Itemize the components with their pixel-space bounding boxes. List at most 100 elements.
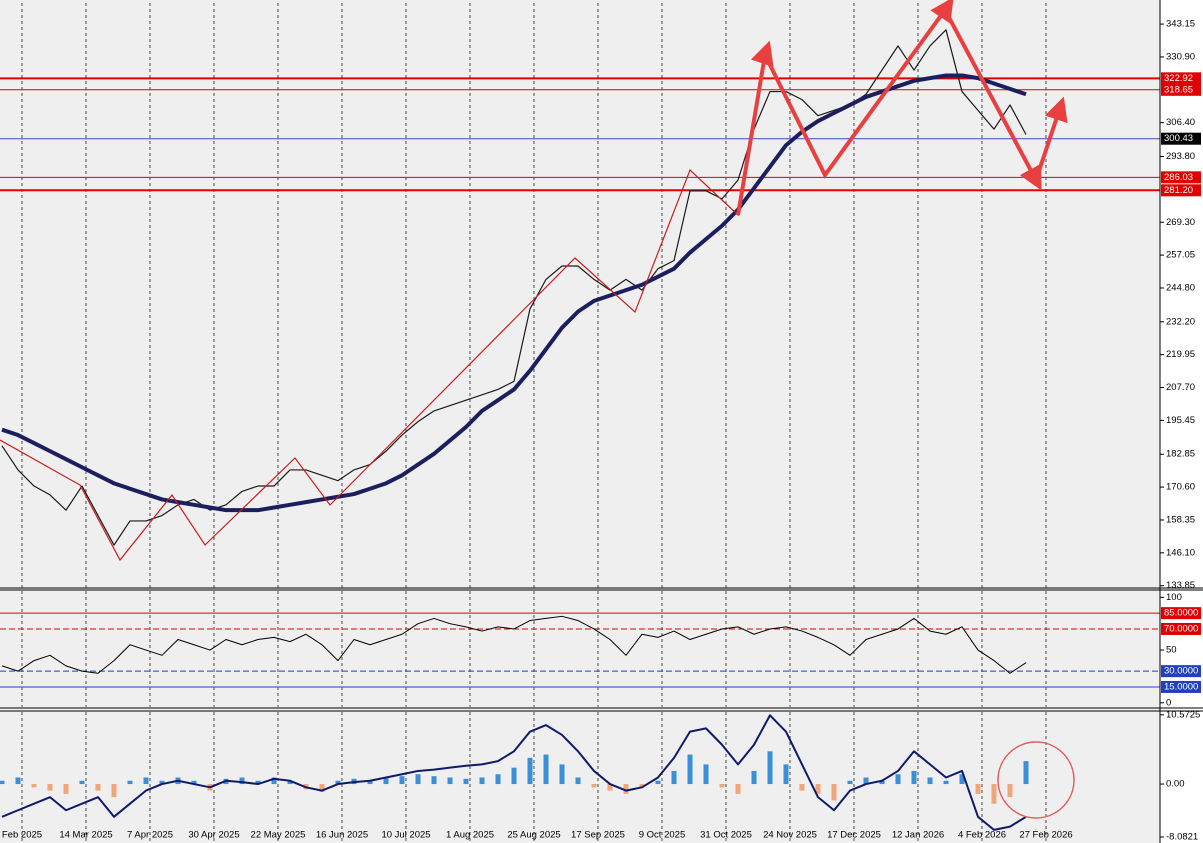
arrow-head bbox=[930, 0, 954, 24]
histogram-bar bbox=[31, 784, 37, 788]
histogram-bar bbox=[975, 784, 981, 794]
histogram-bar bbox=[47, 784, 53, 791]
level-label-box bbox=[1161, 622, 1201, 635]
histogram-bar bbox=[575, 777, 581, 785]
histogram-bar bbox=[1007, 784, 1013, 798]
x-tick-label: 31 Oct 2025 bbox=[700, 830, 752, 841]
x-tick-label: 22 May 2025 bbox=[251, 830, 306, 841]
histogram-bar bbox=[383, 777, 389, 785]
histogram-bar bbox=[239, 777, 245, 785]
y-tick-label: 100 bbox=[1166, 592, 1182, 603]
histogram-bar bbox=[991, 784, 997, 804]
level-label: 15.0000 bbox=[1164, 681, 1198, 692]
level-label-box bbox=[1161, 607, 1201, 620]
histogram-bar bbox=[159, 780, 165, 785]
x-tick-label: Feb 2025 bbox=[2, 830, 42, 841]
histogram-bar bbox=[879, 780, 885, 785]
histogram-bar bbox=[607, 784, 613, 791]
x-tick-label: 25 Aug 2025 bbox=[507, 830, 560, 841]
histogram-bar bbox=[79, 780, 85, 785]
histogram-bar bbox=[367, 780, 373, 785]
level-label: 70.0000 bbox=[1164, 623, 1198, 634]
y-tick-label: 182.85 bbox=[1166, 449, 1195, 460]
histogram-bar bbox=[511, 767, 517, 785]
histogram-bar bbox=[831, 784, 837, 801]
histogram-bar bbox=[287, 780, 293, 785]
y-tick-label: 306.40 bbox=[1166, 117, 1195, 128]
histogram-bar bbox=[783, 764, 789, 785]
level-label-box bbox=[1161, 184, 1201, 197]
y-tick-label: 257.05 bbox=[1166, 250, 1195, 261]
histogram-bar bbox=[143, 777, 149, 785]
y-tick-label: 244.80 bbox=[1166, 283, 1195, 294]
level-label: 286.03 bbox=[1164, 172, 1193, 183]
histogram-bar bbox=[767, 751, 773, 785]
level-label: 300.43 bbox=[1164, 133, 1193, 144]
x-tick-label: 30 Apr 2025 bbox=[188, 830, 239, 841]
series-line bbox=[1, 73, 1027, 513]
level-label: 281.20 bbox=[1164, 185, 1193, 196]
x-tick-label: 17 Sep 2025 bbox=[571, 830, 625, 841]
histogram-bar bbox=[399, 776, 405, 785]
y-tick-label: 50 bbox=[1166, 645, 1177, 656]
y-tick-label: 0.00 bbox=[1166, 779, 1185, 790]
y-tick-label: 133.85 bbox=[1166, 580, 1195, 591]
histogram-bar bbox=[863, 777, 869, 785]
histogram-bar bbox=[751, 770, 757, 785]
y-tick-label: 343.15 bbox=[1166, 19, 1195, 30]
y-tick-label: 10.5725 bbox=[1166, 709, 1200, 720]
histogram-bar bbox=[815, 784, 821, 794]
x-tick-label: 27 Feb 2026 bbox=[1019, 830, 1072, 841]
y-tick-label: 330.90 bbox=[1166, 51, 1195, 62]
series-line bbox=[1, 714, 1027, 831]
histogram-bar bbox=[335, 780, 341, 785]
x-tick-label: 14 Mar 2025 bbox=[59, 830, 112, 841]
x-tick-label: 17 Dec 2025 bbox=[827, 830, 881, 841]
histogram-bar bbox=[479, 777, 485, 785]
highlight-circle bbox=[997, 741, 1075, 819]
plot-background bbox=[0, 0, 1160, 843]
y-tick-label: 195.45 bbox=[1166, 415, 1195, 426]
level-label-box bbox=[1161, 132, 1201, 145]
level-label-box bbox=[1161, 665, 1201, 678]
histogram-bar bbox=[527, 757, 533, 785]
arrow-head bbox=[750, 40, 774, 68]
y-tick-label: 146.10 bbox=[1166, 547, 1195, 558]
histogram-bar bbox=[559, 764, 565, 785]
y-tick-label: 293.80 bbox=[1166, 151, 1195, 162]
x-tick-label: 10 Jul 2025 bbox=[381, 830, 430, 841]
histogram-bar bbox=[463, 778, 469, 785]
y-tick-label: 219.95 bbox=[1166, 349, 1195, 360]
histogram-bar bbox=[639, 784, 645, 788]
y-tick-label: 158.35 bbox=[1166, 514, 1195, 525]
level-label-box bbox=[1161, 83, 1201, 96]
histogram-bar bbox=[495, 774, 501, 785]
x-tick-label: 12 Jan 2026 bbox=[892, 830, 944, 841]
histogram-bar bbox=[1023, 761, 1029, 785]
level-label: 322.92 bbox=[1164, 73, 1193, 84]
histogram-bar bbox=[0, 780, 5, 785]
level-label-box bbox=[1161, 72, 1201, 85]
histogram-bar bbox=[111, 784, 117, 798]
level-label-box bbox=[1161, 680, 1201, 693]
y-tick-label: 0 bbox=[1166, 697, 1171, 708]
level-label-box bbox=[1161, 171, 1201, 184]
level-label: 85.0000 bbox=[1164, 608, 1198, 619]
histogram-bar bbox=[959, 774, 965, 785]
histogram-bar bbox=[943, 780, 949, 785]
histogram-bar bbox=[319, 784, 325, 792]
y-tick-label: -8.0821 bbox=[1166, 832, 1198, 843]
histogram-bar bbox=[895, 774, 901, 785]
histogram-bar bbox=[95, 784, 101, 791]
x-tick-label: 16 Jun 2025 bbox=[316, 830, 368, 841]
y-tick-label: 269.30 bbox=[1166, 217, 1195, 228]
histogram-bar bbox=[847, 780, 853, 785]
histogram-bar bbox=[543, 754, 549, 785]
histogram-bar bbox=[687, 754, 693, 785]
series-line bbox=[1, 615, 1027, 674]
histogram-bar bbox=[271, 777, 277, 785]
wave-annotation bbox=[0, 52, 766, 562]
x-tick-label: 7 Apr 2025 bbox=[127, 830, 173, 841]
